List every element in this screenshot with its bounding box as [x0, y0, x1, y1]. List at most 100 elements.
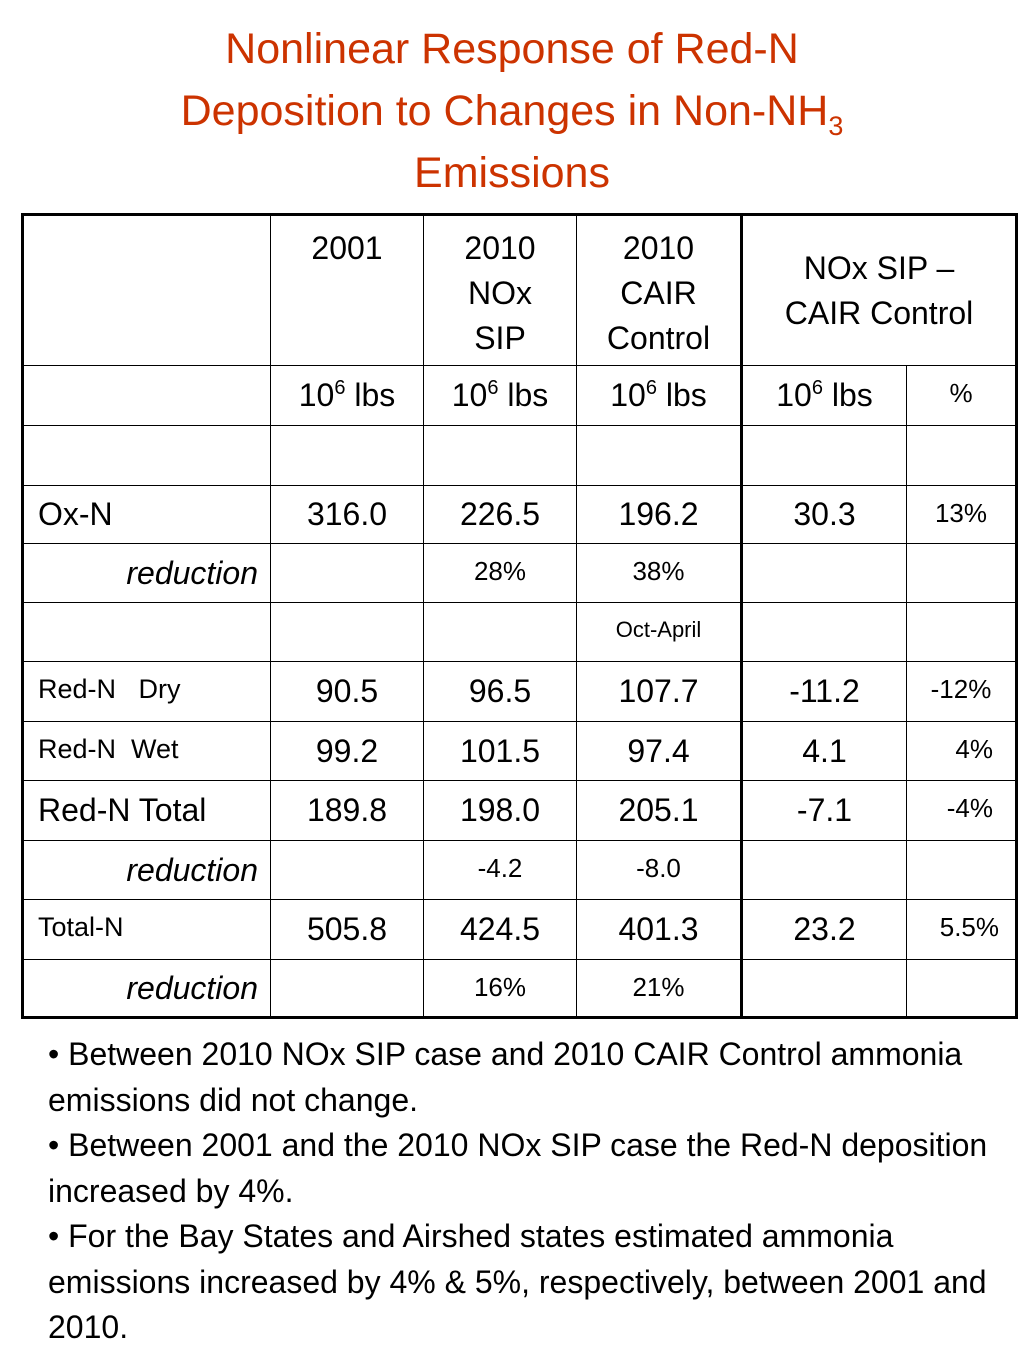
- cell-oxn-2010-cair: 196.2: [576, 485, 742, 544]
- unit-cell-percent: %: [906, 365, 1017, 426]
- page-title: Nonlinear Response of Red-N Deposition t…: [0, 18, 1024, 204]
- empty-cell: [906, 840, 1017, 900]
- cell-redn-wet-diff: 4.1: [740, 721, 907, 781]
- cell-redn-reduction-2010-nox: -4.2: [423, 840, 577, 900]
- empty-cell: [270, 425, 424, 486]
- bullet-list: • Between 2010 NOx SIP case and 2010 CAI…: [48, 1032, 1018, 1351]
- cell-redn-reduction-2010-cair: -8.0: [576, 840, 742, 900]
- cell-oxn-pct: 13%: [906, 485, 1017, 544]
- empty-cell: [270, 602, 424, 662]
- cell-redn-dry-diff: -11.2: [740, 661, 907, 722]
- cell-redn-wet-2010-nox: 101.5: [423, 721, 577, 781]
- empty-cell: [906, 959, 1017, 1018]
- cell-totaln-reduction-2010-nox: 16%: [423, 959, 577, 1018]
- table-row-redn-reduction: reduction -4.2 -8.0: [22, 840, 1017, 900]
- cell-oxn-diff: 30.3: [740, 485, 907, 544]
- table-row-totaln: Total-N 505.8 424.5 401.3 23.2 5.5%: [22, 899, 1017, 960]
- unit-cell-diff: 106 lbs: [740, 365, 907, 426]
- cell-redn-total-pct: -4%: [906, 780, 1017, 841]
- row-label-redn-total: Red-N Total: [22, 780, 271, 841]
- empty-cell: [270, 543, 424, 603]
- deposition-table: 2001 2010 NOx SIP 2010 CAIR Control NOx …: [21, 213, 1018, 1019]
- empty-cell: [270, 840, 424, 900]
- empty-cell: [906, 543, 1017, 603]
- table-row-redn-total: Red-N Total 189.8 198.0 205.1 -7.1 -4%: [22, 780, 1017, 841]
- table-row-redn-dry: Red-N Dry 90.5 96.5 107.7 -11.2 -12%: [22, 661, 1017, 722]
- cell-redn-total-2010-nox: 198.0: [423, 780, 577, 841]
- row-label-totaln: Total-N: [22, 899, 271, 960]
- header-2010-cair-line3: Control: [606, 320, 711, 356]
- empty-cell: [270, 959, 424, 1018]
- table-row-totaln-reduction: reduction 16% 21%: [22, 959, 1017, 1018]
- cell-redn-total-2010-cair: 205.1: [576, 780, 742, 841]
- empty-cell: [740, 840, 907, 900]
- table-row-oxn-reduction: reduction 28% 38%: [22, 543, 1017, 603]
- row-label-oxn: Ox-N: [22, 485, 271, 544]
- empty-cell: [906, 602, 1017, 662]
- title-line-3: Emissions: [414, 149, 610, 197]
- units-blank-cell: [22, 365, 271, 426]
- title-line-2-main: Deposition to Changes in Non-NH: [180, 87, 829, 135]
- empty-cell: [740, 543, 907, 603]
- unit-cell-2001: 106 lbs: [270, 365, 424, 426]
- empty-cell: [740, 425, 907, 486]
- table-row-oct-april: Oct-April: [22, 602, 1017, 662]
- table-row-oxn: Ox-N 316.0 226.5 196.2 30.3 13%: [22, 485, 1017, 544]
- header-2010-cair-line1: 2010: [622, 230, 695, 266]
- empty-cell: [906, 425, 1017, 486]
- cell-redn-total-diff: -7.1: [740, 780, 907, 841]
- header-nox-sip-cair-diff: NOx SIP – CAIR Control: [740, 214, 1017, 366]
- empty-cell: [423, 425, 577, 486]
- empty-cell: [22, 602, 271, 662]
- empty-cell: [22, 425, 271, 486]
- table-row-redn-wet: Red-N Wet 99.2 101.5 97.4 4.1 4%: [22, 721, 1017, 781]
- title-subscript: 3: [828, 111, 844, 141]
- cell-totaln-2010-nox: 424.5: [423, 899, 577, 960]
- cell-totaln-diff: 23.2: [740, 899, 907, 960]
- cell-redn-dry-2001: 90.5: [270, 661, 424, 722]
- header-2010-cair-control: 2010 CAIR Control: [576, 214, 742, 366]
- cell-oxn-reduction-2010-cair: 38%: [576, 543, 742, 603]
- cell-totaln-pct: 5.5%: [906, 899, 1017, 960]
- empty-cell: [740, 602, 907, 662]
- cell-oxn-2001: 316.0: [270, 485, 424, 544]
- title-line-1: Nonlinear Response of Red-N: [225, 25, 799, 73]
- header-2010-cair-line2: CAIR: [620, 275, 697, 311]
- row-label-oxn-reduction: reduction: [22, 543, 271, 603]
- row-label-redn-wet: Red-N Wet: [22, 721, 271, 781]
- row-label-totaln-reduction: reduction: [22, 959, 271, 1018]
- empty-cell: [740, 959, 907, 1018]
- header-diff-line2: CAIR Control: [784, 294, 974, 331]
- cell-redn-dry-2010-cair: 107.7: [576, 661, 742, 722]
- cell-redn-dry-2010-nox: 96.5: [423, 661, 577, 722]
- cell-redn-wet-2010-cair: 97.4: [576, 721, 742, 781]
- bullet-item-3: • For the Bay States and Airshed states …: [48, 1218, 987, 1345]
- header-2010-nox-line2: NOx: [468, 275, 532, 311]
- bullet-item-1: • Between 2010 NOx SIP case and 2010 CAI…: [48, 1036, 963, 1118]
- header-2010-nox-line1: 2010: [464, 230, 536, 266]
- cell-redn-wet-pct: 4%: [906, 721, 1017, 781]
- header-2010-nox-line3: SIP: [474, 320, 526, 356]
- empty-cell: [576, 425, 742, 486]
- header-blank-cell: [22, 214, 271, 366]
- header-row: 2001 2010 NOx SIP 2010 CAIR Control NOx …: [22, 214, 1017, 366]
- cell-redn-total-2001: 189.8: [270, 780, 424, 841]
- units-row: 106 lbs 106 lbs 106 lbs 106 lbs %: [22, 365, 1017, 426]
- header-diff-line1: NOx SIP –: [803, 249, 955, 286]
- cell-totaln-reduction-2010-cair: 21%: [576, 959, 742, 1018]
- cell-totaln-2001: 505.8: [270, 899, 424, 960]
- title-line-2: Deposition to Changes in Non-NH3: [0, 80, 1024, 142]
- cell-redn-wet-2001: 99.2: [270, 721, 424, 781]
- bullet-item-2: • Between 2001 and the 2010 NOx SIP case…: [48, 1127, 988, 1209]
- cell-totaln-2010-cair: 401.3: [576, 899, 742, 960]
- cell-oxn-2010-nox: 226.5: [423, 485, 577, 544]
- unit-cell-2010-cair: 106 lbs: [576, 365, 742, 426]
- cell-redn-dry-pct: -12%: [906, 661, 1017, 722]
- cell-oxn-reduction-2010-nox: 28%: [423, 543, 577, 603]
- header-2001: 2001: [270, 214, 424, 366]
- cell-oct-april: Oct-April: [576, 602, 742, 662]
- unit-cell-2010-nox: 106 lbs: [423, 365, 577, 426]
- blank-row: [22, 425, 1017, 486]
- header-2010-nox-sip: 2010 NOx SIP: [423, 214, 577, 366]
- empty-cell: [423, 602, 577, 662]
